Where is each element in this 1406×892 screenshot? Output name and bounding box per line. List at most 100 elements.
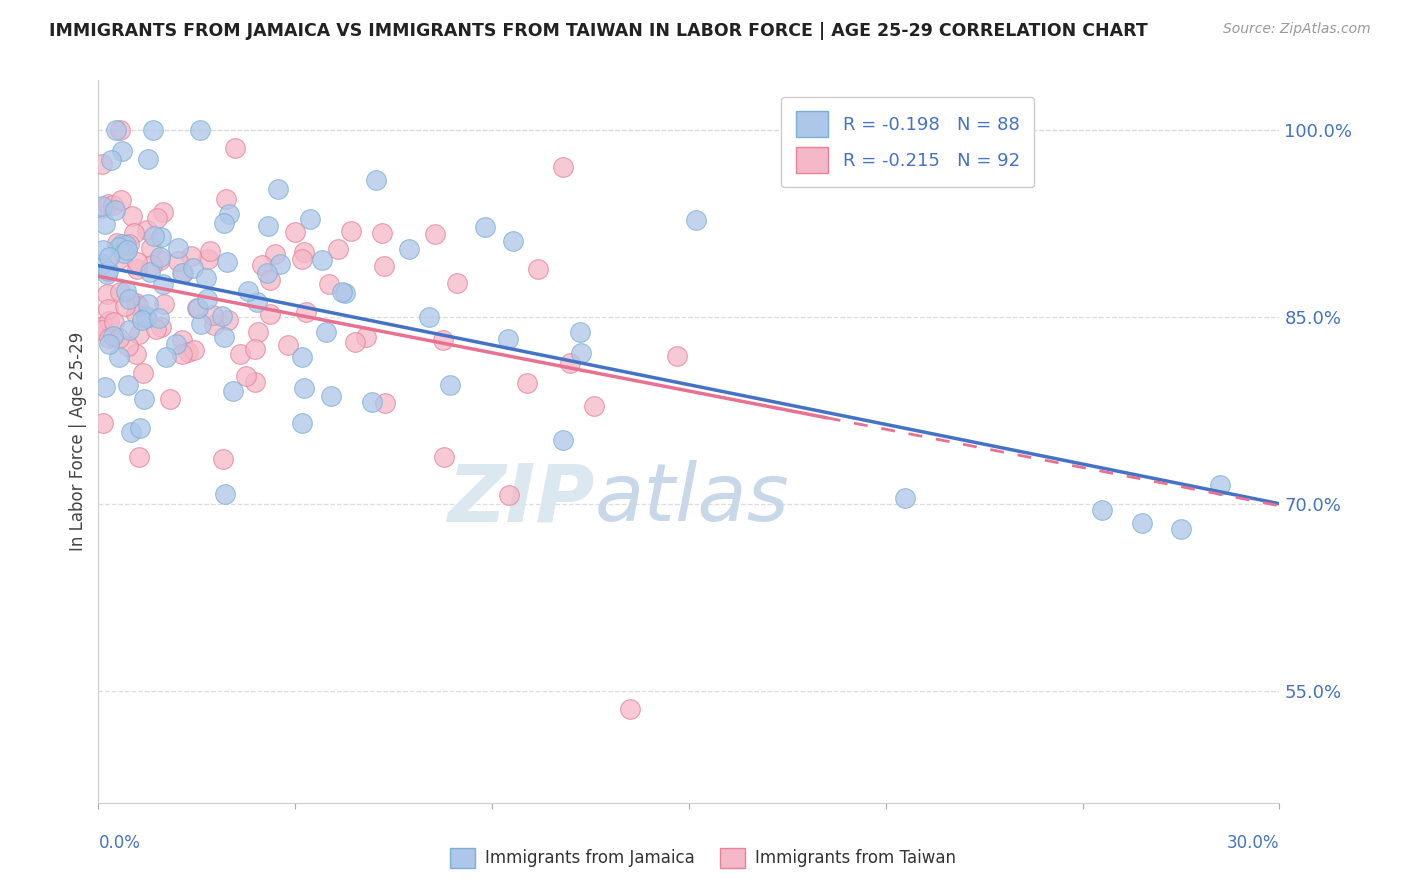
Point [167,241,190,255]
Point [132,392,155,406]
Text: atlas: atlas [595,460,789,539]
Point [311,252,333,267]
Point [269,257,291,271]
Text: IMMIGRANTS FROM JAMAICA VS IMMIGRANTS FROM TAIWAN IN LABOR FORCE | AGE 25-29 COR: IMMIGRANTS FROM JAMAICA VS IMMIGRANTS FR… [49,22,1147,40]
Point [371,226,394,240]
Point [152,277,174,291]
Point [91,323,114,337]
Point [186,301,208,316]
Point [236,284,259,298]
Point [127,255,149,269]
Point [294,304,316,318]
Point [91,257,114,271]
Point [418,310,440,324]
Point [114,299,136,313]
Point [212,216,235,230]
Point [91,156,114,170]
Text: 30.0%: 30.0% [1227,834,1279,852]
Point [432,333,454,347]
Point [122,226,145,240]
Point [149,250,172,264]
Point [252,258,274,272]
Point [120,425,142,439]
Point [197,292,219,306]
Point [91,244,114,258]
Point [292,381,315,395]
Point [105,123,128,137]
Point [96,287,118,301]
Point [263,247,285,261]
Point [150,230,173,244]
Point [125,261,148,276]
Point [121,209,143,223]
Point [118,236,141,251]
Point [527,262,550,277]
Point [202,318,225,332]
Point [277,338,299,352]
Point [91,201,114,215]
Point [94,218,117,232]
Point [224,141,246,155]
Point [1130,516,1153,530]
Point [498,488,520,502]
Point [339,224,361,238]
Point [326,242,349,256]
Point [439,378,461,392]
Point [190,317,212,331]
Point [91,416,114,430]
Point [315,325,337,339]
Point [222,384,245,399]
Point [98,314,121,328]
Point [108,252,131,266]
Point [170,334,193,348]
Point [195,271,218,285]
Point [136,223,159,237]
Point [188,123,211,137]
Point [218,206,240,220]
Point [110,193,132,207]
Point [183,343,205,358]
Point [101,328,124,343]
Point [108,123,131,137]
Point [128,327,150,342]
Point [291,252,314,267]
Point [187,301,209,316]
Point [153,297,176,311]
Point [1091,503,1114,517]
Point [148,310,170,325]
Point [104,203,127,218]
Point [98,250,121,264]
Point [398,242,420,256]
Point [212,452,235,467]
Point [135,309,157,323]
Point [292,244,315,259]
Point [215,192,238,206]
Point [181,260,204,275]
Point [111,237,134,252]
Point [107,235,129,250]
Point [115,284,138,298]
Point [502,235,524,249]
Point [142,228,165,243]
Point [333,286,356,301]
Point [172,266,194,280]
Point [141,241,163,255]
Point [145,322,167,336]
Point [245,376,267,390]
Point [212,330,235,344]
Point [259,273,281,287]
Point [1170,522,1192,536]
Point [245,342,267,356]
Point [246,295,269,310]
Point [211,310,233,324]
Point [117,339,139,353]
Point [551,433,574,447]
Point [138,296,160,310]
Point [474,219,496,234]
Point [200,244,222,258]
Point [433,450,456,465]
Point [91,199,114,213]
Point [172,266,194,280]
Point [141,258,163,272]
Point [583,400,606,414]
